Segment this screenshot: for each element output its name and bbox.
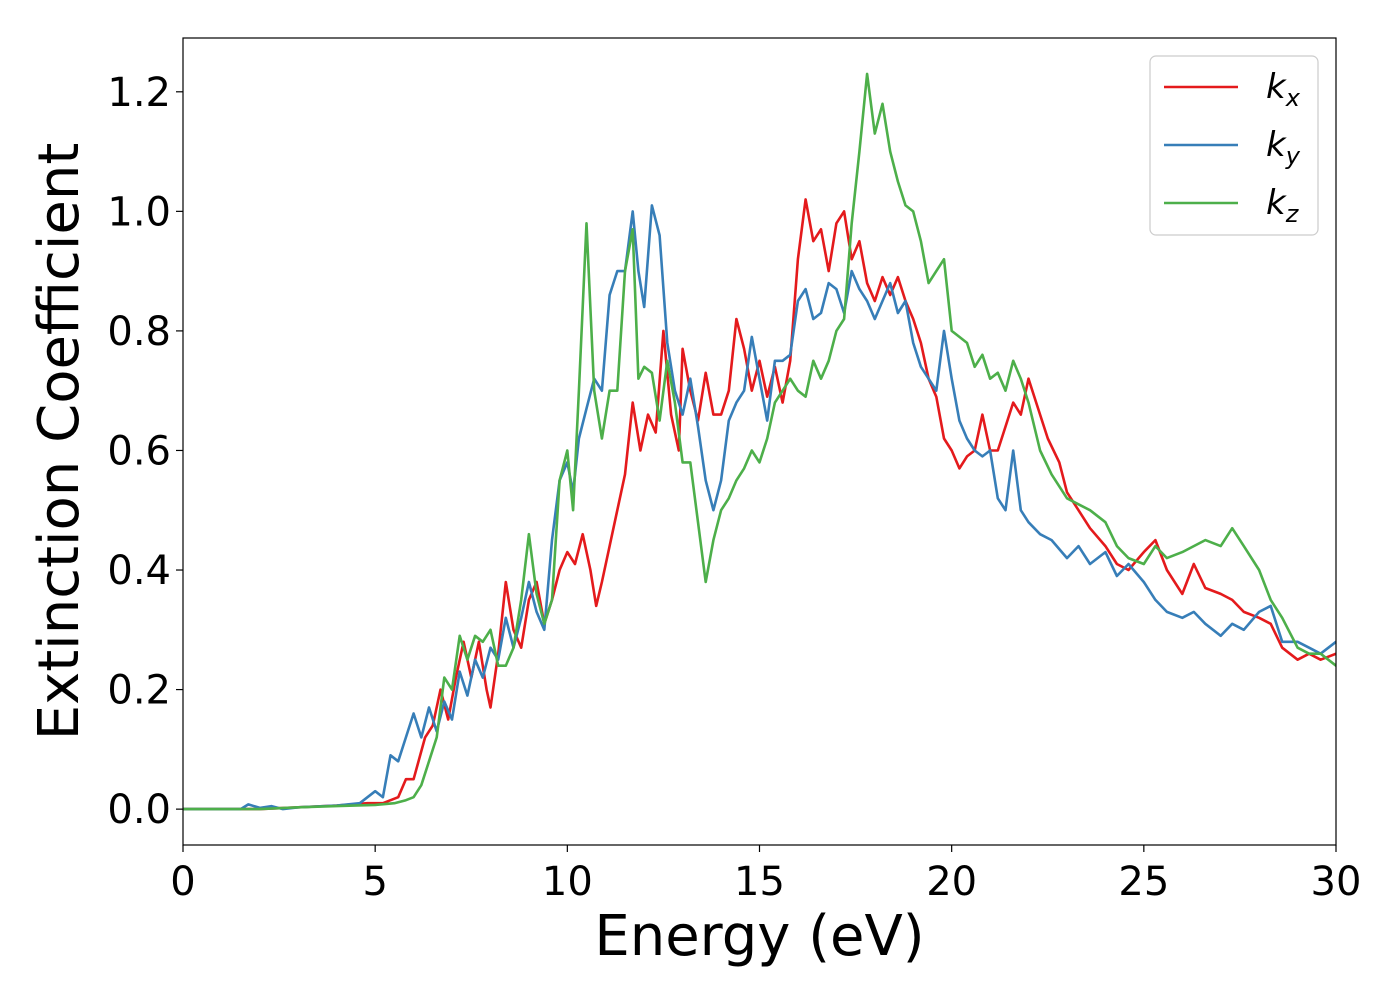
series-line-kx xyxy=(183,198,1336,811)
legend-entry-kx: kx xyxy=(1266,67,1301,112)
legend-entry-name: k xyxy=(1266,183,1287,223)
legend-entry-kz: kz xyxy=(1266,183,1300,228)
y-tick-label: 0.6 xyxy=(107,428,171,474)
x-tick-label: 15 xyxy=(734,859,785,905)
x-tick-label: 5 xyxy=(362,859,387,905)
legend-entry-subscript: z xyxy=(1285,200,1300,228)
series-line-kz xyxy=(183,72,1336,811)
legend-entry-subscript: x xyxy=(1285,84,1301,112)
y-tick-label: 0.0 xyxy=(107,787,171,833)
series-line-ky xyxy=(183,204,1336,811)
y-tick-label: 0.8 xyxy=(107,309,171,355)
x-axis: 0 5 10 15 20 25 30 xyxy=(170,845,1361,905)
y-axis-title: Extinction Coefficient xyxy=(27,143,92,741)
legend-entry-name: k xyxy=(1266,67,1287,107)
legend-entry-subscript: y xyxy=(1285,142,1301,170)
y-tick-label: 1.2 xyxy=(107,70,171,116)
y-tick-label: 0.2 xyxy=(107,668,171,714)
x-tick-label: 25 xyxy=(1118,859,1169,905)
x-tick-label: 30 xyxy=(1311,859,1362,905)
x-axis-title: Energy (eV) xyxy=(594,904,924,969)
x-tick-label: 0 xyxy=(170,859,195,905)
legend-entry-name: k xyxy=(1266,125,1287,165)
y-axis: 0.0 0.2 0.4 0.6 0.8 1.0 1.2 xyxy=(107,70,183,833)
legend-entry-ky: ky xyxy=(1266,125,1301,170)
series-layer xyxy=(183,72,1336,811)
y-tick-label: 1.0 xyxy=(107,189,171,235)
y-tick-label: 0.4 xyxy=(107,548,171,594)
x-tick-label: 20 xyxy=(926,859,977,905)
x-tick-label: 10 xyxy=(542,859,593,905)
